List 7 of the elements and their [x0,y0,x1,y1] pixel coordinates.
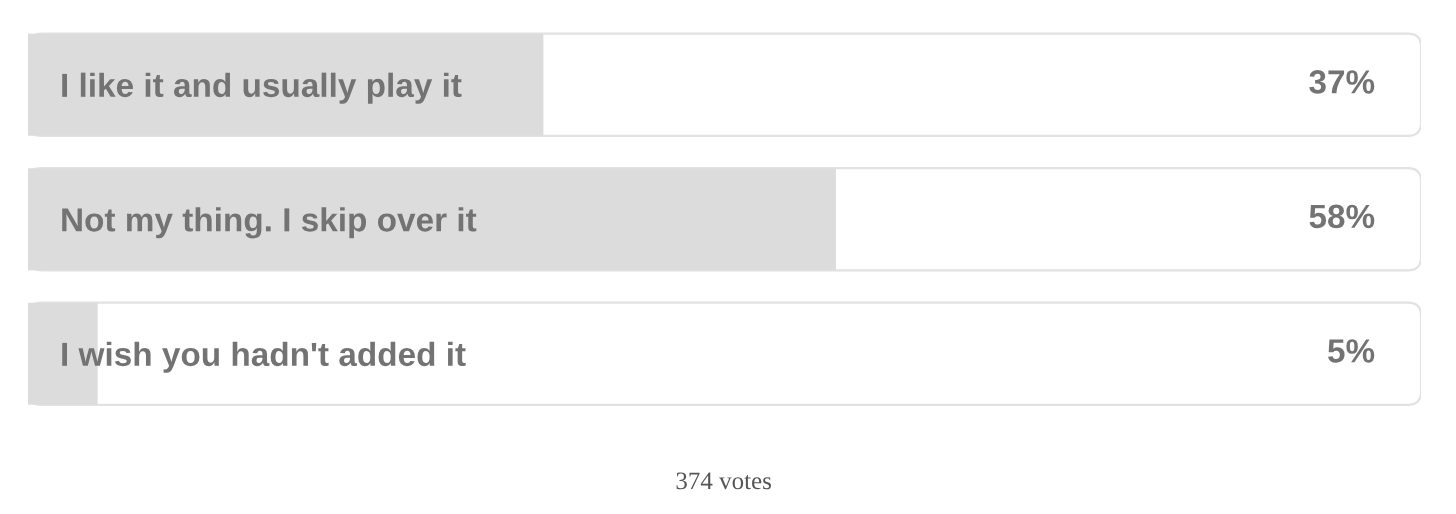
text: 374 votes [676,472,771,490]
data-label: 5% [1328,339,1375,363]
y-tick-label: Not my thing. I skip over it [62,207,477,239]
y-tick-label: I like it and usually play it [62,72,462,104]
y-tick-label: I wish you hadn't added it [62,341,466,373]
data-label: 58% [1309,204,1375,229]
data-label: 37% [1309,70,1375,94]
